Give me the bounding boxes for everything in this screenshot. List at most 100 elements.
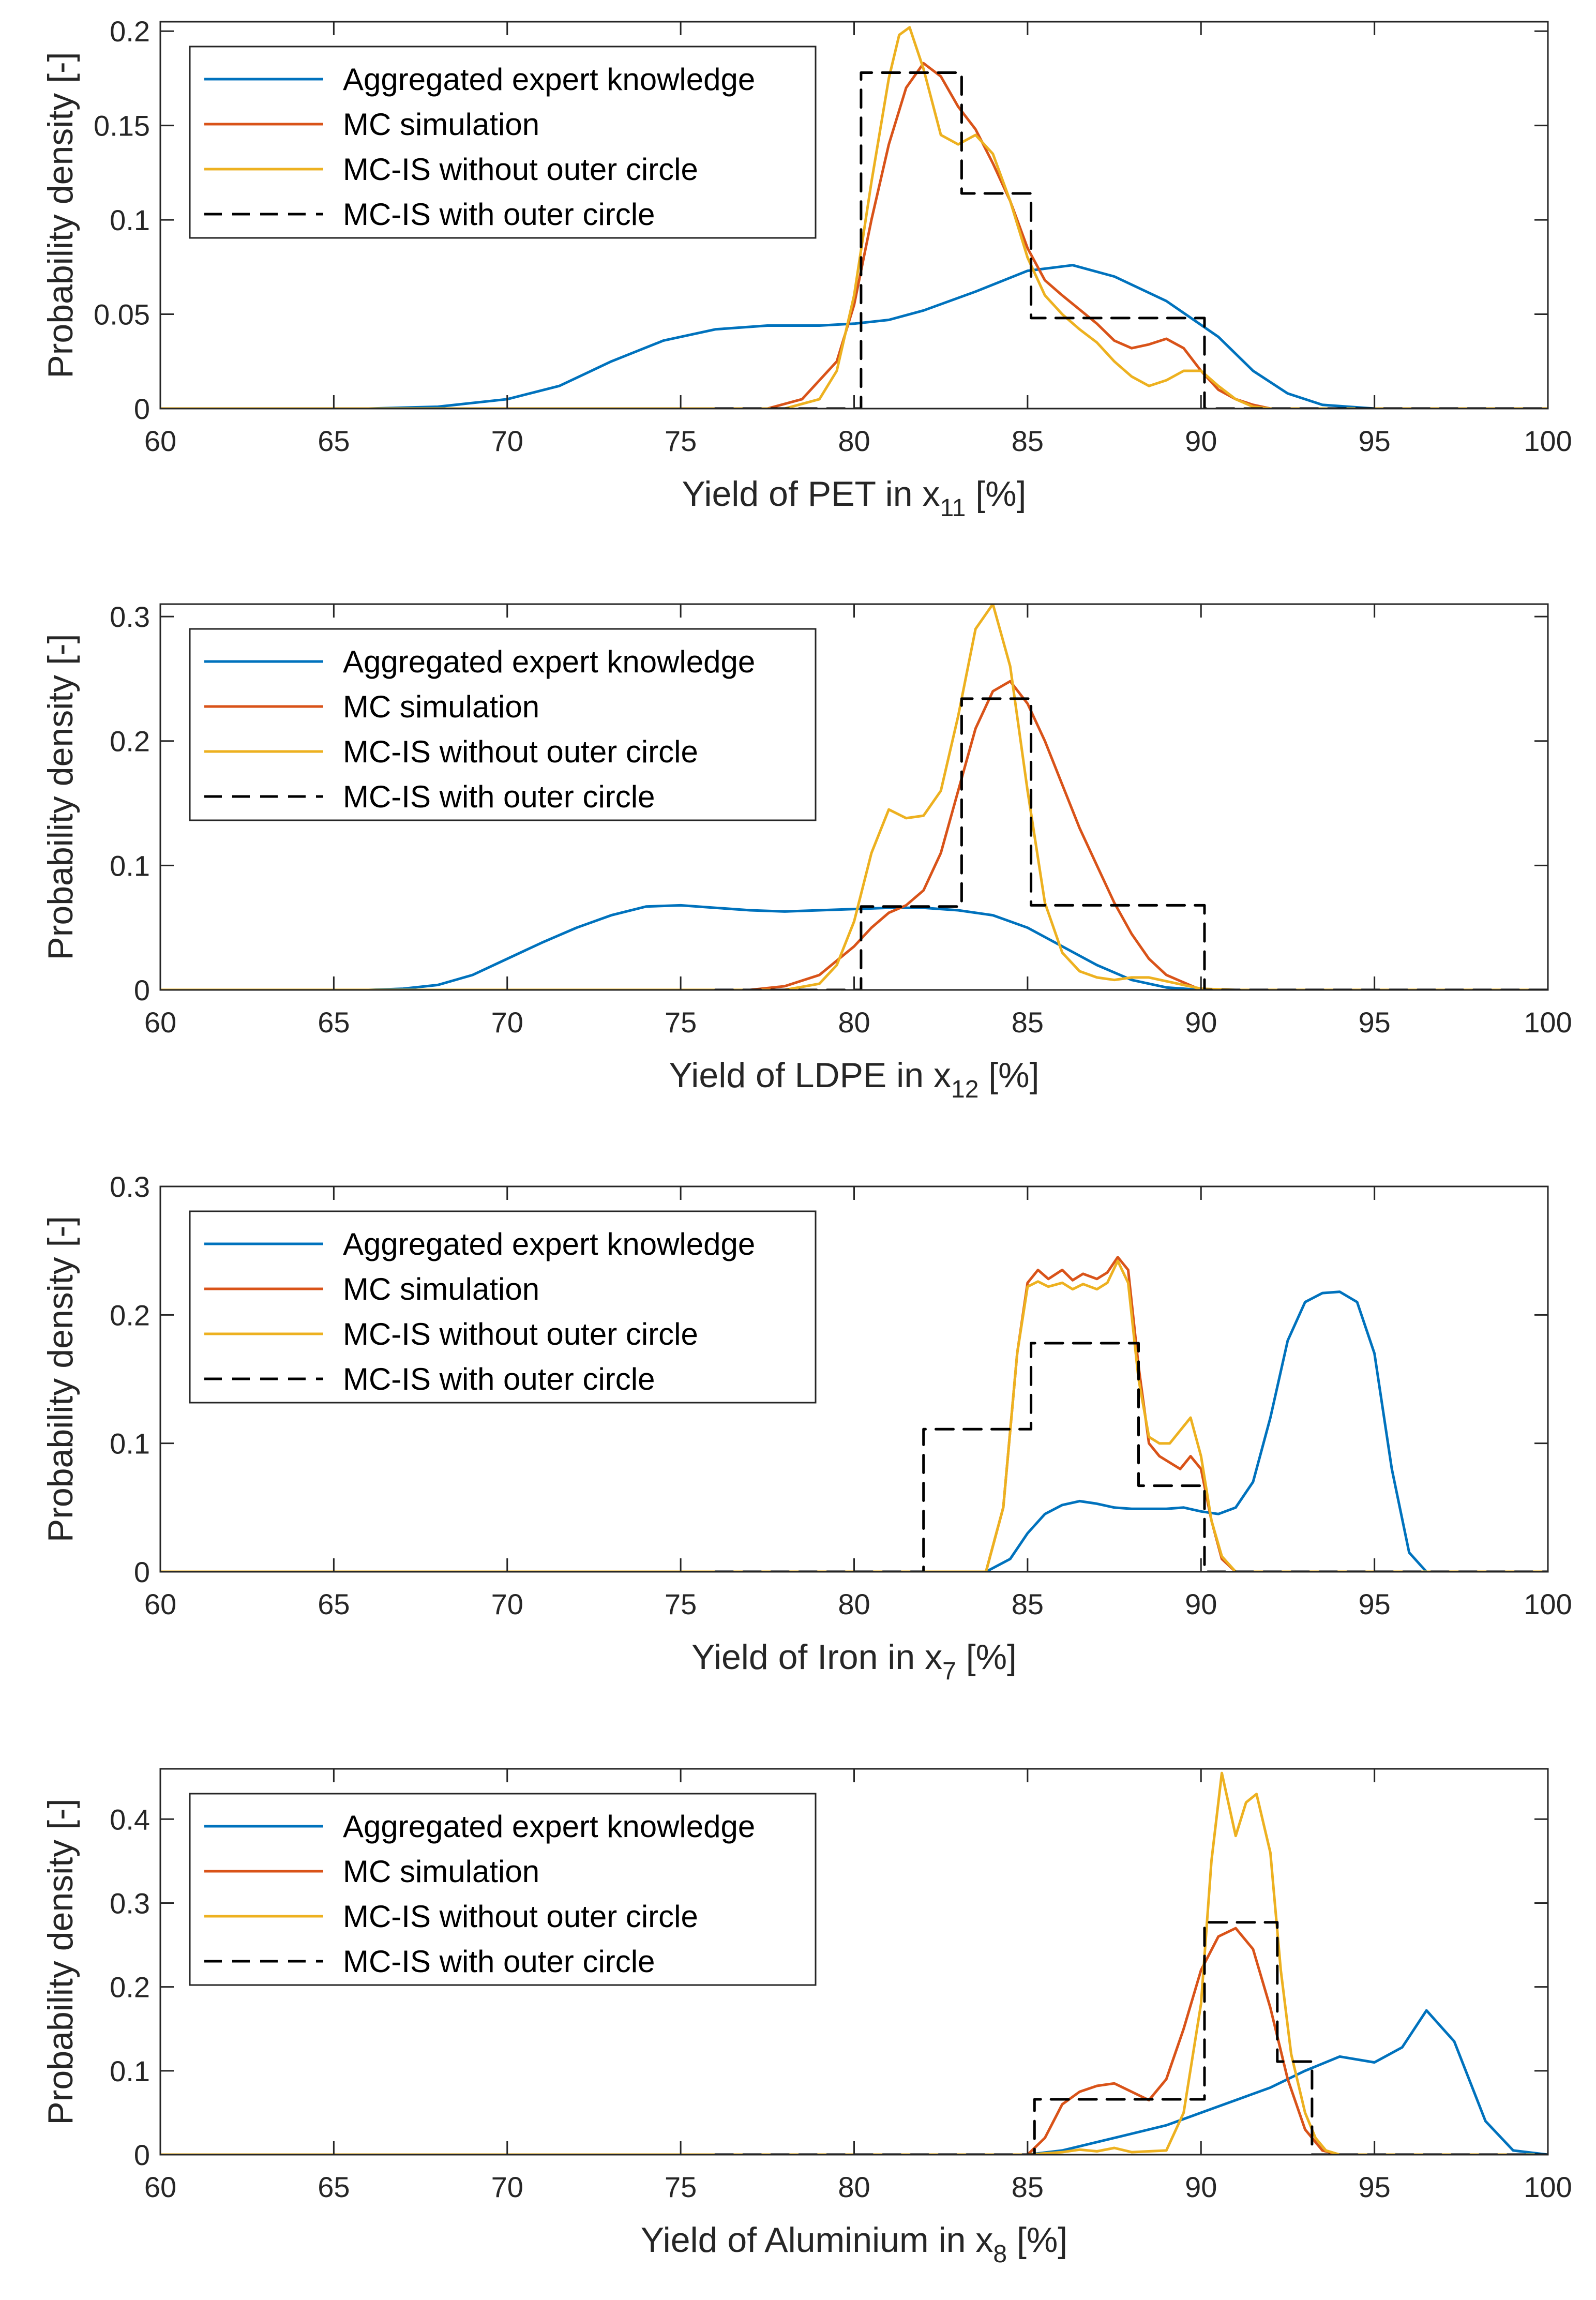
- x-tick-label: 70: [491, 1006, 523, 1039]
- legend-label-1: MC simulation: [343, 689, 539, 724]
- chart-panel-pet: 60 65 70 75 80 85 90 95 100 0 0.05 0.1 0.15 0.2 Proba…: [41, 15, 1572, 522]
- series-layer: [160, 26, 1548, 409]
- x-axis-label-subscript: 8: [993, 2241, 1007, 2268]
- y-tick-label: 0.3: [110, 1887, 150, 1919]
- x-tick-label: 65: [318, 425, 350, 457]
- legend-label-0: Aggregated expert knowledge: [343, 62, 755, 97]
- x-axis-label: Yield of PET in x11 [%]: [682, 474, 1027, 522]
- x-tick-label: 80: [838, 1006, 870, 1039]
- y-tick-label: 0.15: [94, 110, 150, 142]
- x-axis-label: Yield of LDPE in x12 [%]: [669, 1056, 1039, 1103]
- y-tick-label: 0.3: [110, 1170, 150, 1203]
- y-tick-label: 0.1: [110, 1427, 150, 1460]
- legend: Aggregated expert knowledge MC simulation…: [189, 628, 817, 821]
- series-line-2: [160, 26, 1548, 409]
- x-axis-label-main: Yield of PET in x: [682, 474, 940, 514]
- y-tick-label: 0.05: [94, 298, 150, 331]
- x-axis-label-unit: [%]: [966, 474, 1026, 514]
- x-tick-label: 100: [1524, 2171, 1572, 2203]
- y-tick-label: 0: [134, 1556, 150, 1588]
- x-axis-label: Yield of Iron in x7 [%]: [691, 1637, 1017, 1685]
- y-tick-label: 0.1: [110, 2055, 150, 2087]
- x-axis-label-unit: [%]: [956, 1637, 1017, 1677]
- legend-label-1: MC simulation: [343, 1854, 539, 1889]
- x-axis-label-main: Yield of Aluminium in x: [641, 2220, 993, 2260]
- legend: Aggregated expert knowledge MC simulation…: [189, 1793, 817, 1986]
- y-tick-label: 0.2: [110, 725, 150, 758]
- x-tick-label: 95: [1358, 2171, 1390, 2203]
- chart-panel-iron: 60 65 70 75 80 85 90 95 100 0 0.1 0.2 0.3 Probabilit…: [41, 1170, 1572, 1685]
- x-tick-label: 70: [491, 425, 523, 457]
- x-tick-label: 70: [491, 2171, 523, 2203]
- legend: Aggregated expert knowledge MC simulation…: [189, 1210, 817, 1404]
- x-tick-label: 85: [1012, 1588, 1044, 1620]
- series-line-1: [160, 62, 1548, 409]
- y-axis-label: Probability density [-]: [41, 52, 80, 378]
- y-tick-label: 0: [134, 2139, 150, 2171]
- chart-panel-aluminium: 60 65 70 75 80 85 90 95 100 0 0.1 0.2 0.3 0.4 Probabi…: [41, 1768, 1572, 2268]
- y-tick-label: 0.1: [110, 204, 150, 236]
- x-tick-label: 75: [665, 2171, 697, 2203]
- x-tick-label: 60: [144, 425, 176, 457]
- x-axis-label-unit: [%]: [978, 1056, 1039, 1095]
- legend-label-1: MC simulation: [343, 107, 539, 142]
- series-layer: [160, 604, 1548, 990]
- x-tick-label: 90: [1185, 1588, 1217, 1620]
- x-tick-label: 75: [665, 1588, 697, 1620]
- x-tick-label: 75: [665, 1006, 697, 1039]
- x-tick-label: 60: [144, 1588, 176, 1620]
- y-tick-label: 0.4: [110, 1803, 150, 1836]
- series-layer: [160, 1256, 1548, 1572]
- chart-panel-ldpe: 60 65 70 75 80 85 90 95 100 0 0.1 0.2 0.3 Probabilit…: [41, 600, 1572, 1103]
- x-tick-label: 60: [144, 1006, 176, 1039]
- x-tick-label: 65: [318, 1006, 350, 1039]
- x-axis-label-main: Yield of LDPE in x: [669, 1056, 951, 1095]
- y-tick-label: 0.2: [110, 1299, 150, 1331]
- y-axis-label: Probability density [-]: [41, 1798, 80, 2125]
- x-tick-label: 85: [1012, 2171, 1044, 2203]
- y-tick-label: 0: [134, 974, 150, 1006]
- x-tick-label: 80: [838, 2171, 870, 2203]
- x-tick-label: 90: [1185, 425, 1217, 457]
- x-tick-label: 65: [318, 2171, 350, 2203]
- x-axis-label-subscript: 7: [942, 1658, 956, 1685]
- legend-label-3: MC-IS with outer circle: [343, 779, 655, 814]
- axis-ticks: 60 65 70 75 80 85 90 95 100 0 0.1 0.2 0.3: [110, 1170, 1572, 1620]
- legend-label-2: MC-IS without outer circle: [343, 152, 698, 187]
- x-tick-label: 100: [1524, 1006, 1572, 1039]
- y-tick-label: 0.1: [110, 849, 150, 882]
- x-tick-label: 85: [1012, 425, 1044, 457]
- series-line-2: [160, 1771, 1548, 2155]
- legend-label-2: MC-IS without outer circle: [343, 1899, 698, 1934]
- legend-label-3: MC-IS with outer circle: [343, 197, 655, 232]
- series-line-1: [160, 1256, 1548, 1572]
- series-line-1: [160, 680, 1548, 990]
- x-axis-label-unit: [%]: [1007, 2220, 1067, 2260]
- x-tick-label: 85: [1012, 1006, 1044, 1039]
- x-axis-label-subscript: 11: [940, 494, 966, 522]
- y-tick-label: 0.2: [110, 1971, 150, 2004]
- y-tick-label: 0: [134, 393, 150, 425]
- x-tick-label: 95: [1358, 425, 1390, 457]
- x-tick-label: 75: [665, 425, 697, 457]
- series-layer: [160, 1771, 1548, 2155]
- x-axis-label-main: Yield of Iron in x: [691, 1637, 942, 1677]
- y-tick-label: 0.3: [110, 600, 150, 633]
- x-tick-label: 95: [1358, 1006, 1390, 1039]
- y-axis-label: Probability density [-]: [41, 634, 80, 960]
- series-line-3: [714, 71, 1548, 409]
- axis-ticks: 60 65 70 75 80 85 90 95 100 0 0.05 0.1 0.15 0.2: [94, 15, 1572, 457]
- x-tick-label: 60: [144, 2171, 176, 2203]
- x-tick-label: 70: [491, 1588, 523, 1620]
- y-axis-label: Probability density [-]: [41, 1216, 80, 1542]
- x-tick-label: 80: [838, 425, 870, 457]
- x-tick-label: 80: [838, 1588, 870, 1620]
- legend-label-2: MC-IS without outer circle: [343, 1317, 698, 1351]
- legend-label-1: MC simulation: [343, 1272, 539, 1306]
- x-tick-label: 95: [1358, 1588, 1390, 1620]
- x-axis-label-subscript: 12: [951, 1076, 978, 1103]
- x-tick-label: 100: [1524, 425, 1572, 457]
- series-line-3: [714, 697, 1548, 990]
- series-line-0: [160, 904, 1548, 990]
